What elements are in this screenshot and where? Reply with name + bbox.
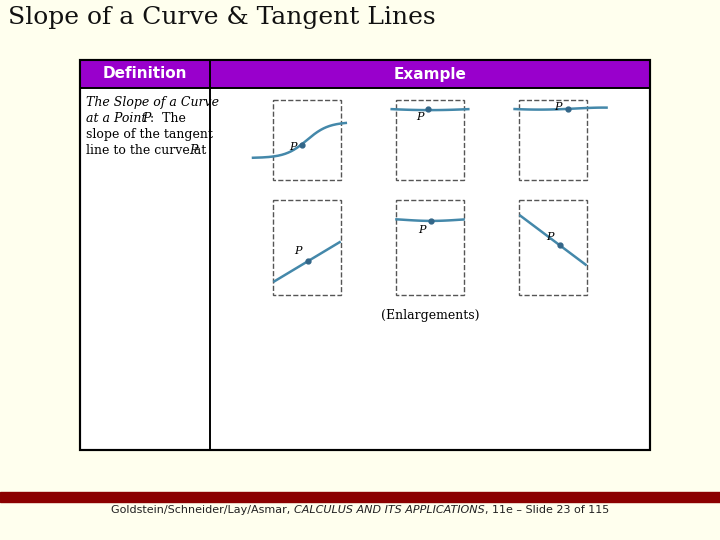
Bar (396, 200, 464, 295)
Text: P: P (416, 112, 423, 122)
Bar (80, 60, 210, 88)
Text: , 11e – Slide 23 of 115: , 11e – Slide 23 of 115 (485, 505, 609, 515)
Bar (80, 60, 650, 450)
Text: Example: Example (394, 66, 467, 82)
Text: Slope of a Curve & Tangent Lines: Slope of a Curve & Tangent Lines (8, 6, 436, 29)
Text: slope of the tangent: slope of the tangent (86, 128, 213, 141)
Bar (273, 100, 341, 180)
Text: (Enlargements): (Enlargements) (381, 309, 480, 322)
Text: P: P (554, 102, 562, 112)
Text: P: P (189, 144, 197, 157)
Text: P: P (418, 225, 426, 235)
Text: CALCULUS AND ITS APPLICATIONS: CALCULUS AND ITS APPLICATIONS (294, 505, 485, 515)
Text: The Slope of a Curve: The Slope of a Curve (86, 96, 219, 109)
Text: line to the curve at: line to the curve at (86, 144, 206, 157)
Bar (210, 60, 650, 88)
Text: Definition: Definition (103, 66, 187, 82)
Text: at a Point: at a Point (86, 112, 146, 125)
Bar (519, 100, 587, 180)
Text: Goldstein/Schneider/Lay/Asmar,: Goldstein/Schneider/Lay/Asmar, (111, 505, 294, 515)
Bar (273, 200, 341, 295)
Bar (0, 492, 720, 502)
Text: P: P (289, 142, 297, 152)
Bar (519, 200, 587, 295)
Text: P: P (142, 112, 150, 125)
Text: :  The: : The (150, 112, 186, 125)
Text: P: P (294, 246, 302, 256)
Bar (80, 60, 650, 450)
Text: P: P (546, 232, 553, 242)
Bar (396, 100, 464, 180)
